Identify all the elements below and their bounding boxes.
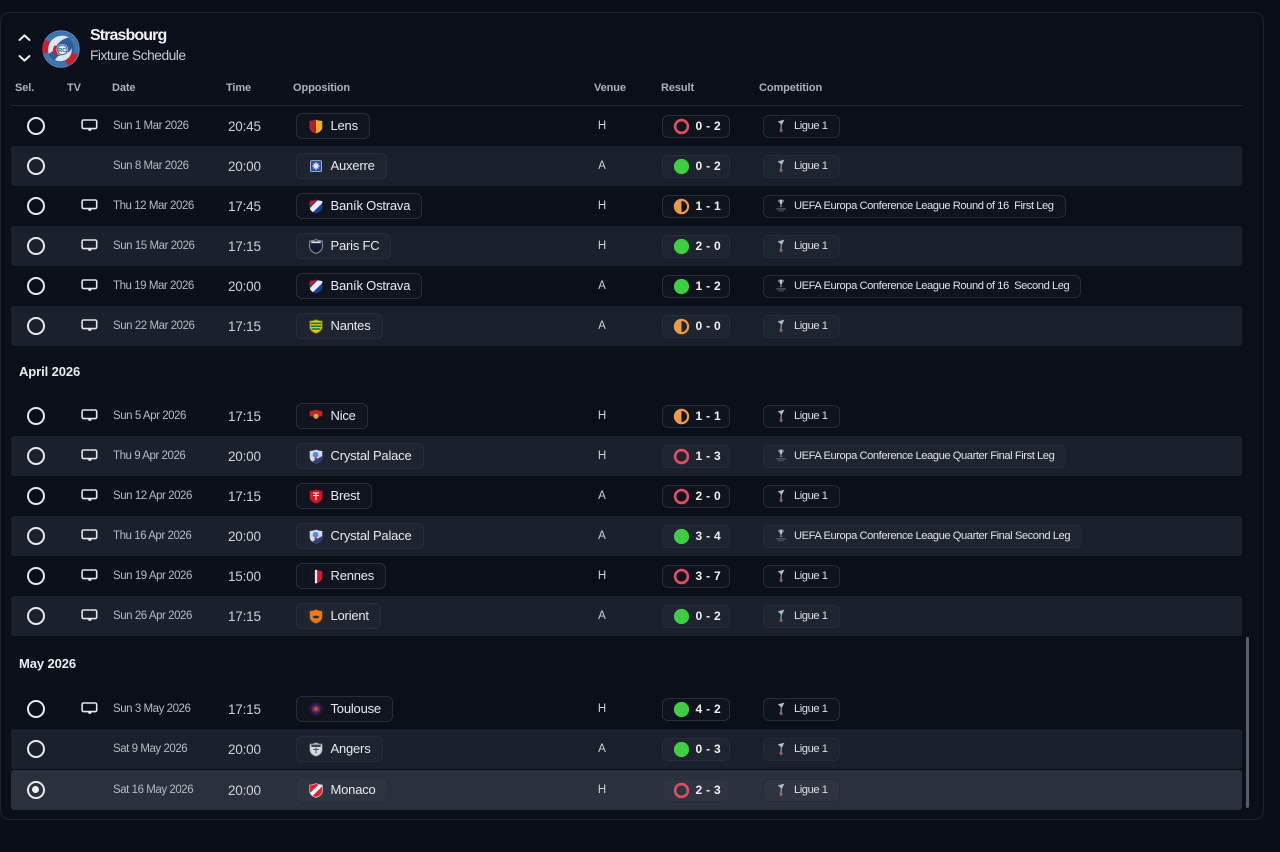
svg-text:RC: RC	[58, 48, 66, 54]
